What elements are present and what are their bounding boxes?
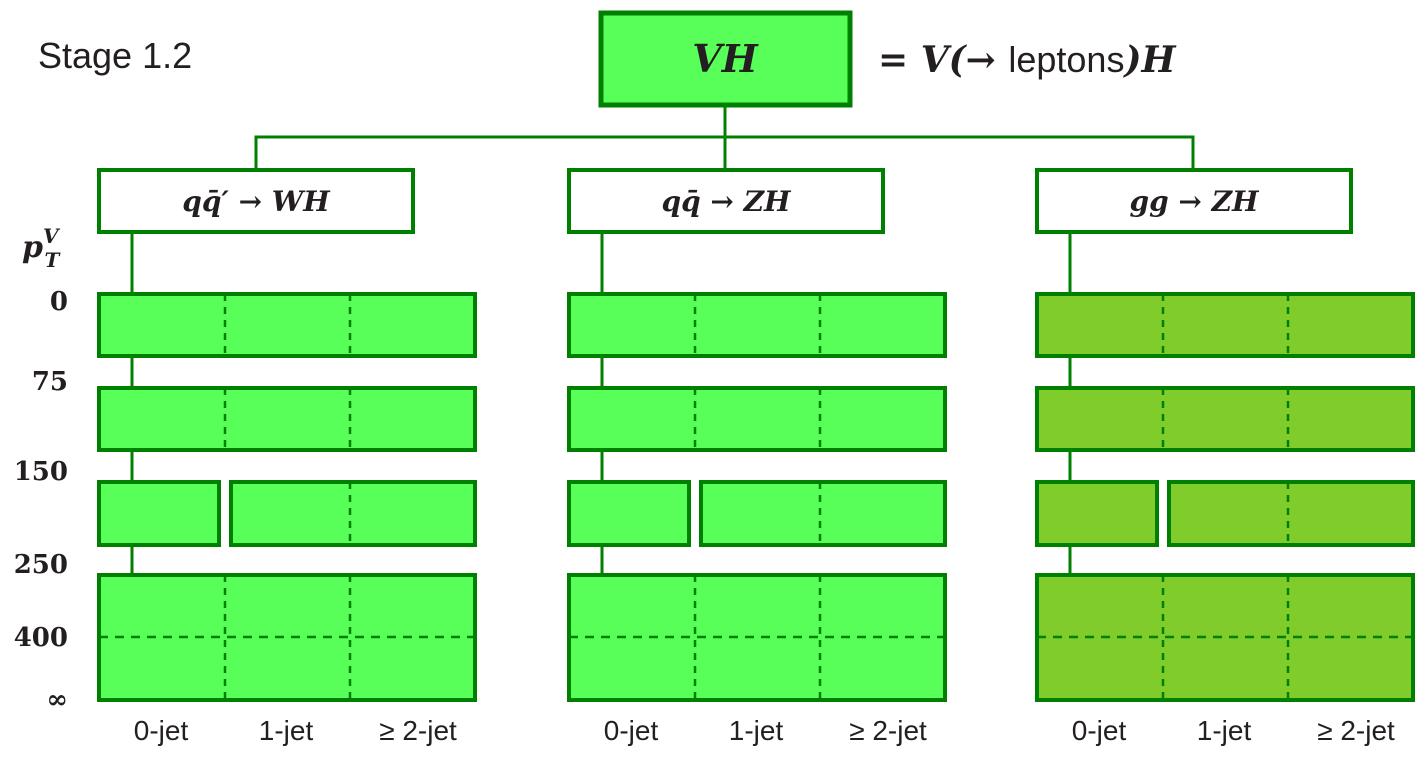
axis-tick-label: 0 xyxy=(50,287,68,317)
production-groups: qq̄′ → WH 0-jet 1-jet ≥ 2-jet qq̄ → ZH 0-jet 1… xyxy=(97,168,1415,746)
jet-label: 1-jet xyxy=(259,715,314,746)
bin-box xyxy=(97,573,477,702)
jet-label: 0-jet xyxy=(604,715,659,746)
axis-tick-label: 250 xyxy=(14,550,68,580)
process-label: gg → ZH xyxy=(1129,185,1260,218)
bin-box xyxy=(1035,573,1415,702)
tree-connectors xyxy=(254,105,1195,170)
root-box xyxy=(598,10,853,108)
jet-label: 0-jet xyxy=(134,715,189,746)
bin-box xyxy=(97,386,477,452)
jet-label: 0-jet xyxy=(1072,715,1127,746)
axis-tick-label: 400 xyxy=(14,623,68,653)
process-label: qq̄ → ZH xyxy=(661,185,792,218)
root-label: VH xyxy=(692,36,758,81)
process-header-box xyxy=(97,168,415,234)
bin-box xyxy=(567,292,947,358)
group-0: qq̄′ → WH 0-jet 1-jet ≥ 2-jet xyxy=(97,168,477,746)
process-header-box xyxy=(567,168,885,234)
bin-box xyxy=(567,480,691,547)
branch-connector xyxy=(254,135,1195,170)
axis-ticks: 0 75 150 250 400 ∞ xyxy=(14,287,68,715)
bin-box xyxy=(567,573,947,702)
axis-tick-label: ∞ xyxy=(46,685,68,715)
jet-label: ≥ 2-jet xyxy=(379,715,457,746)
process-header-box xyxy=(1035,168,1353,234)
bin-box xyxy=(1035,292,1415,358)
bin-box xyxy=(1035,480,1159,547)
bin-box xyxy=(97,480,221,547)
axis-tick-label: 75 xyxy=(32,367,68,397)
group-1: qq̄ → ZH 0-jet 1-jet ≥ 2-jet xyxy=(567,168,947,746)
bin-box xyxy=(97,292,477,358)
jet-label: ≥ 2-jet xyxy=(849,715,927,746)
bin-box xyxy=(1035,386,1415,452)
jet-label: 1-jet xyxy=(1197,715,1252,746)
root-definition: = V(→ leptons)H xyxy=(878,39,1176,81)
bin-box xyxy=(1167,480,1415,547)
bin-box xyxy=(699,480,947,547)
bin-box xyxy=(229,480,477,547)
jet-label: 1-jet xyxy=(729,715,784,746)
axis-label: pV T xyxy=(22,224,62,272)
bin-box xyxy=(567,386,947,452)
group-2: gg → ZH 0-jet 1-jet ≥ 2-jet xyxy=(1035,168,1415,746)
process-label: qq̄′ → WH xyxy=(182,185,331,218)
jet-label: ≥ 2-jet xyxy=(1317,715,1395,746)
stage-title: Stage 1.2 xyxy=(38,35,192,76)
axis-tick-label: 150 xyxy=(14,457,68,487)
